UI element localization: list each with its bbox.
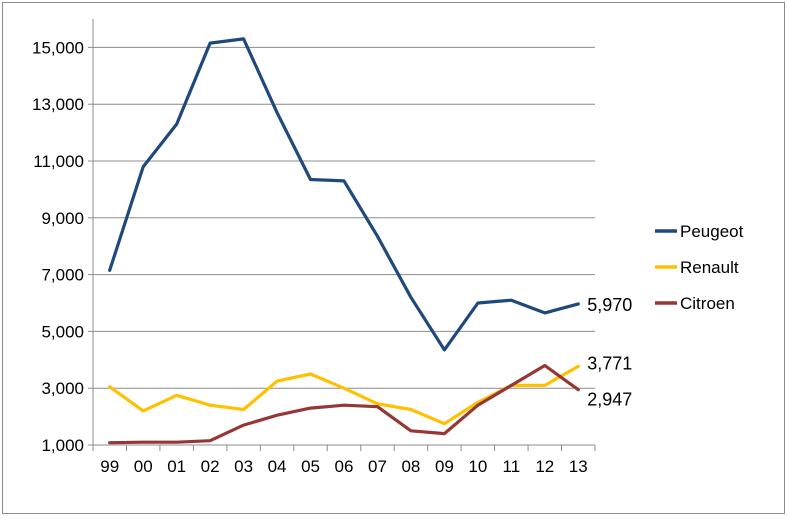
x-tick-label: 05 (301, 457, 320, 476)
legend-label-citroen: Citroen (680, 294, 735, 313)
x-tick-label: 07 (368, 457, 387, 476)
x-tick-label: 10 (468, 457, 487, 476)
y-tick-label: 9,000 (41, 209, 84, 228)
x-tick-label: 01 (167, 457, 186, 476)
series-line-renault (108, 364, 580, 426)
legend: Peugeot Renault Citroen (655, 222, 744, 313)
x-tick-label: 08 (401, 457, 420, 476)
gridlines (93, 46, 595, 389)
series-line-citroen (108, 363, 580, 445)
x-tick-label: 00 (134, 457, 153, 476)
data-labels: 5,970 3,771 2,947 (587, 295, 632, 410)
series-line-peugeot (108, 37, 580, 352)
data-label-renault: 3,771 (587, 353, 632, 373)
y-tick-label: 7,000 (41, 266, 84, 285)
y-tick-label: 5,000 (41, 322, 84, 341)
series-lines (108, 37, 580, 445)
x-tick-label: 09 (435, 457, 454, 476)
y-tick-label: 15,000 (32, 38, 84, 57)
x-tick-label: 04 (268, 457, 287, 476)
legend-label-peugeot: Peugeot (680, 222, 744, 241)
y-tick-label: 13,000 (32, 95, 84, 114)
data-label-citroen: 2,947 (587, 390, 632, 410)
axes: 1,000 3,000 5,000 7,000 9,000 11,000 13,000 15,… (32, 19, 596, 476)
y-tick-label: 11,000 (33, 152, 84, 171)
x-tick-label: 11 (503, 457, 521, 476)
x-tick-label: 13 (569, 457, 588, 476)
legend-label-renault: Renault (680, 258, 739, 277)
x-tick-label: 99 (100, 457, 119, 476)
x-tick-label: 06 (335, 457, 354, 476)
line-chart: 1,000 3,000 5,000 7,000 9,000 11,000 13,000 15,… (32, 19, 744, 476)
x-tick-label: 02 (201, 457, 220, 476)
y-tick-label: 3,000 (41, 379, 84, 398)
x-tick-label: 12 (535, 457, 554, 476)
y-tick-label: 1,000 (41, 436, 84, 455)
x-tick-label: 03 (234, 457, 253, 476)
data-label-peugeot: 5,970 (587, 295, 632, 315)
